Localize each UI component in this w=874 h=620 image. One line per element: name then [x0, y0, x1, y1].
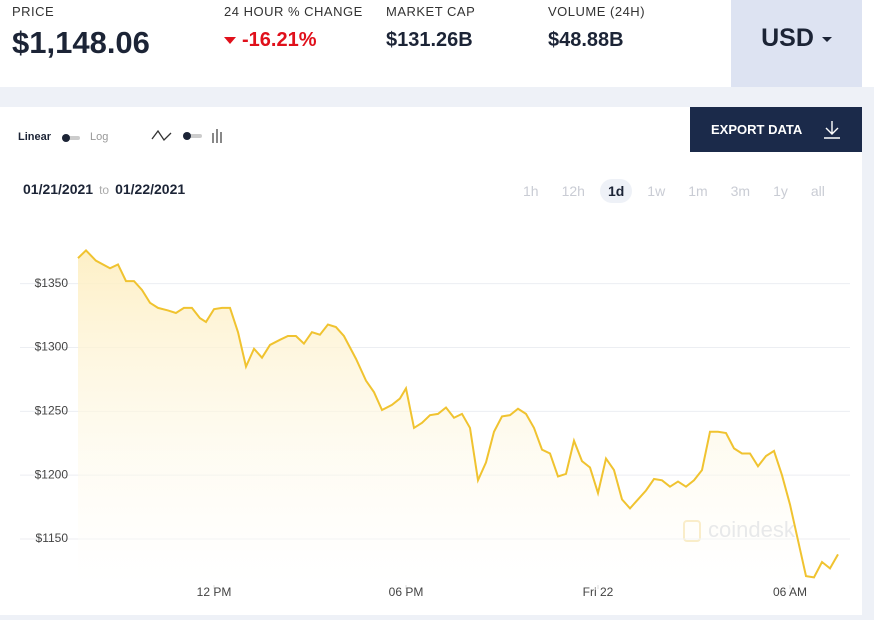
range-button[interactable]: 1w: [647, 183, 666, 199]
cap-stat: MARKET CAP $131.26B: [386, 0, 475, 52]
export-button[interactable]: EXPORT DATA: [690, 107, 862, 152]
y-tick-label: $1150: [36, 531, 69, 545]
log-label[interactable]: Log: [90, 131, 109, 143]
price-line: [77, 249, 839, 579]
range-button[interactable]: 12h: [561, 183, 585, 199]
stat-value: $48.88B: [548, 29, 624, 51]
range-button[interactable]: 1h: [523, 183, 539, 199]
stat-label: 24 HOUR % CHANGE: [224, 4, 363, 19]
date-from[interactable]: 01/21/2021: [23, 181, 94, 197]
price-stat: PRICE $1,148.06: [12, 0, 150, 61]
stat-value: -16.21%: [224, 29, 363, 52]
range-button[interactable]: 1m: [688, 183, 708, 199]
y-tick-label: $1300: [35, 340, 69, 354]
change-stat: 24 HOUR % CHANGE -16.21%: [224, 0, 363, 52]
range-button[interactable]: 1d: [599, 179, 633, 203]
chart-type-toggle[interactable]: [150, 127, 230, 145]
stat-value: $131.26B: [386, 29, 473, 51]
linear-label[interactable]: Linear: [18, 131, 52, 143]
range-button[interactable]: 3m: [730, 183, 751, 199]
range-button[interactable]: all: [810, 183, 825, 199]
scale-switch[interactable]: [62, 134, 80, 142]
date-sep: to: [99, 183, 110, 197]
currency-select[interactable]: USD: [731, 0, 862, 87]
date-to[interactable]: 01/22/2021: [115, 181, 186, 197]
y-tick-label: $1200: [35, 467, 69, 481]
stats-bar: PRICE $1,148.06 24 HOUR % CHANGE -16.21% M…: [0, 0, 874, 87]
stat-label: VOLUME (24H): [548, 4, 646, 19]
range-buttons: 1h 12h 1d 1w 1m 3m 1y all: [515, 179, 840, 203]
x-tick-label: 12 PM: [197, 585, 232, 599]
export-label[interactable]: EXPORT DATA: [711, 122, 803, 137]
stat-label: PRICE: [12, 4, 55, 19]
volume-stat: VOLUME (24H) $48.88B: [548, 0, 645, 52]
download-icon[interactable]: [822, 120, 842, 140]
stat-label: MARKET CAP: [386, 4, 476, 19]
stat-value: $1,148.06: [12, 25, 150, 60]
x-tick-label: 06 AM: [773, 585, 807, 599]
range-button[interactable]: 1y: [773, 183, 788, 199]
area-fill: [78, 250, 838, 586]
x-tick-label: 06 PM: [389, 585, 424, 599]
x-tick-label: Fri 22: [583, 585, 614, 599]
date-range: 01/21/2021 to 01/22/2021: [23, 181, 185, 197]
y-tick-label: $1250: [35, 404, 69, 418]
y-tick-label: $1350: [35, 276, 69, 290]
